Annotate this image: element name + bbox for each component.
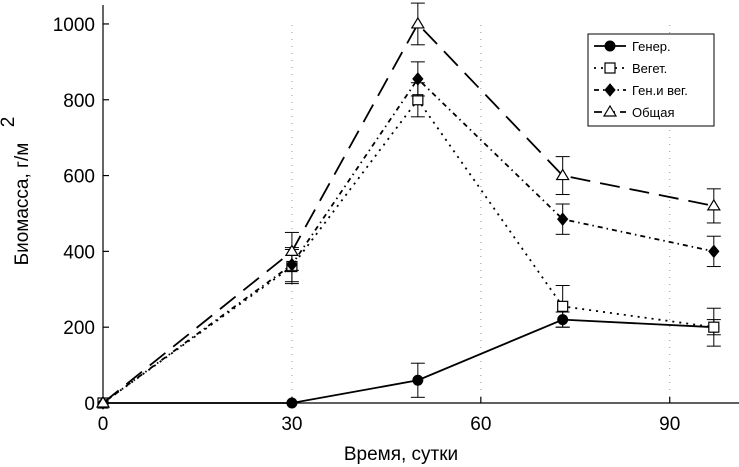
series-line	[102, 98, 714, 404]
y-tick-label: 600	[63, 167, 95, 188]
series-line	[103, 318, 714, 404]
legend-label: Вегет.	[632, 61, 667, 76]
data-point-square	[557, 300, 569, 312]
data-point-square	[604, 62, 616, 74]
legend-label: Ген.и вег.	[632, 83, 688, 98]
series-4	[95, 2, 721, 408]
data-point-diamond	[557, 212, 569, 226]
legend-entry: Генер.	[594, 39, 671, 54]
x-tick-label: 90	[659, 414, 680, 435]
data-point-diamond	[604, 83, 616, 97]
data-point-triangle	[410, 16, 425, 29]
data-point-triangle	[284, 244, 299, 256]
data-point-square	[708, 321, 720, 333]
series-layer	[95, 2, 721, 410]
data-point-circle	[286, 397, 298, 409]
series-line	[102, 77, 714, 404]
legend-entry: Ген.и вег.	[594, 83, 688, 98]
x-tick-label: 0	[98, 414, 109, 435]
series-1	[97, 311, 721, 409]
data-point-circle	[412, 374, 424, 386]
y-axis-label-group: Биомасса, г/м 2	[0, 117, 33, 266]
x-tick-label: 30	[281, 414, 302, 435]
data-point-diamond	[412, 72, 424, 86]
legend-entry: Общая	[594, 104, 675, 120]
legend-entry: Вегет.	[594, 61, 667, 76]
data-point-circle	[604, 40, 616, 52]
series-line	[102, 22, 714, 404]
y-tick-label: 0	[84, 394, 95, 415]
y-axis-label: Биомасса, г/м	[12, 143, 33, 266]
axes: 0 30 60 90 0 200 400 600 800 1000	[53, 5, 739, 435]
legend-label: Генер.	[632, 39, 671, 54]
y-tick-label: 800	[63, 91, 95, 112]
data-point-diamond	[708, 244, 720, 259]
series-2	[97, 82, 721, 409]
ticks: 0 30 60 90 0 200 400 600 800 1000	[53, 15, 681, 435]
y-tick-label: 1000	[53, 15, 95, 36]
data-point-triangle	[555, 168, 570, 181]
x-tick-label: 60	[470, 414, 491, 435]
y-tick-label: 200	[63, 318, 95, 339]
data-point-triangle	[602, 104, 618, 117]
y-axis-label-superscript: 2	[0, 117, 19, 128]
legend-label: Общая	[632, 105, 675, 120]
y-tick-label: 400	[63, 242, 95, 263]
data-point-triangle	[706, 198, 721, 211]
data-point-triangle	[95, 395, 111, 408]
x-axis-label: Время, сутки	[344, 444, 458, 465]
legend: Генер. Вегет. Ген.и вег. Общая	[587, 33, 715, 127]
